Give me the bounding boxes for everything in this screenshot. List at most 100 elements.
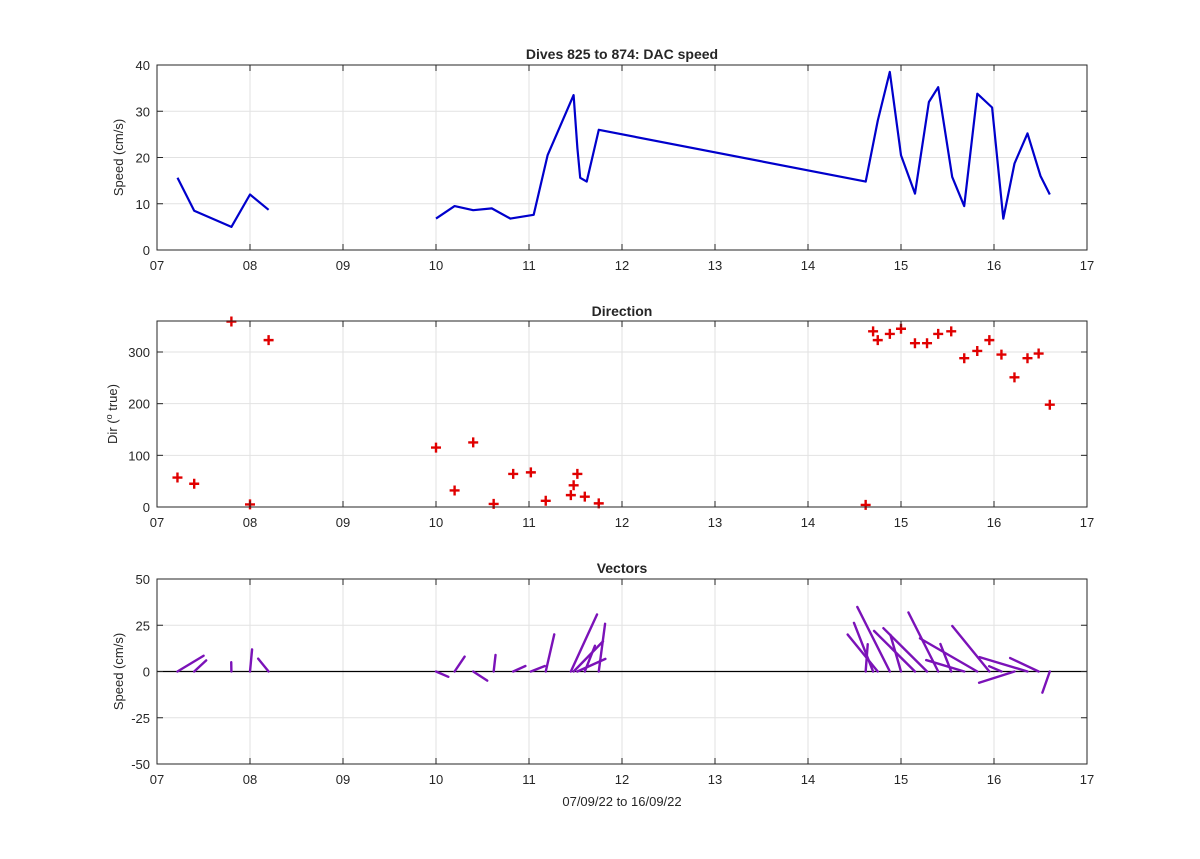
speed-line (435, 70, 1051, 220)
direction-point (468, 437, 479, 448)
y-tick-label: 20 (136, 151, 150, 166)
vectors-panel: 07 08 09 10 11 12 13 14 15 16 17 -50 -25 0 25 50 Vectors… (111, 560, 1094, 809)
x-tick-label: 13 (708, 515, 722, 530)
y-axis-label: Dir (o true) (104, 384, 120, 444)
direction-point (933, 328, 944, 339)
vector-stick (248, 648, 254, 673)
vector-stick (583, 644, 597, 673)
direction-point (572, 468, 583, 479)
vector-stick (434, 670, 450, 679)
x-tick-label: 08 (243, 515, 257, 530)
x-axis-label: 07/09/22 to 16/09/22 (562, 794, 681, 809)
vector-stick (856, 605, 892, 673)
direction-point (579, 491, 590, 502)
direction-point (226, 316, 237, 327)
x-tick-label: 15 (894, 515, 908, 530)
vector-stick (1008, 656, 1040, 673)
x-tick-label: 07 (150, 772, 164, 787)
vector-stick (572, 640, 605, 673)
vector-stick (492, 653, 497, 673)
y-tick-label: 50 (136, 572, 150, 587)
y-tick-label: 0 (143, 665, 150, 680)
x-tick-label: 10 (429, 515, 443, 530)
vector-stick (529, 664, 547, 673)
y-axis-label: Speed (cm/s) (111, 633, 126, 710)
x-tick-label: 17 (1080, 515, 1094, 530)
vector-stick (1041, 670, 1052, 694)
x-tick-label: 09 (336, 258, 350, 273)
speed-panel: 07 08 09 10 11 12 13 14 15 16 17 0 10 20 30 40 Dives 825… (111, 46, 1094, 273)
x-tick-label: 16 (987, 515, 1001, 530)
direction-point (172, 472, 183, 483)
x-tick-label: 14 (801, 258, 815, 273)
x-tick-label: 09 (336, 515, 350, 530)
ticks: 07 08 09 10 11 12 13 14 15 16 17 0 100 200 300 (128, 321, 1094, 530)
vector-stick (597, 622, 607, 673)
series (176, 70, 1051, 228)
x-tick-label: 16 (987, 772, 1001, 787)
x-tick-label: 10 (429, 258, 443, 273)
direction-point (860, 499, 871, 510)
direction-point (1044, 399, 1055, 410)
direction-point (508, 468, 519, 479)
y-tick-label: 30 (136, 104, 150, 119)
direction-point (984, 335, 995, 346)
direction-point (872, 335, 883, 346)
x-tick-label: 11 (522, 772, 536, 787)
vector-stick (472, 670, 489, 682)
direction-point (565, 490, 576, 501)
vector-stick (882, 627, 929, 673)
x-tick-label: 13 (708, 258, 722, 273)
ticks: 07 08 09 10 11 12 13 14 15 16 17 0 10 20 30 40 (136, 58, 1095, 273)
vector-stick (569, 613, 599, 673)
direction-point (540, 495, 551, 506)
x-tick-label: 08 (243, 772, 257, 787)
x-tick-label: 10 (429, 772, 443, 787)
x-tick-label: 09 (336, 772, 350, 787)
x-tick-label: 17 (1080, 772, 1094, 787)
y-tick-label: 0 (143, 243, 150, 258)
panel-title: Vectors (597, 560, 648, 576)
y-tick-label: -25 (131, 711, 150, 726)
y-tick-label: 25 (136, 618, 150, 633)
direction-point (1022, 353, 1033, 364)
panel-title: Direction (592, 303, 653, 319)
vector-stick (978, 655, 1029, 673)
x-tick-label: 14 (801, 772, 815, 787)
vector-stick (951, 624, 991, 673)
x-tick-label: 07 (150, 258, 164, 273)
panel-title: Dives 825 to 874: DAC speed (526, 46, 718, 62)
direction-panel: 07 08 09 10 11 12 13 14 15 16 17 0 100 200 300 Directio… (104, 303, 1094, 530)
y-axis-label: Speed (cm/s) (111, 119, 126, 196)
y-label-part: true) (105, 384, 120, 414)
x-tick-label: 17 (1080, 258, 1094, 273)
y-tick-label: 10 (136, 197, 150, 212)
direction-point (431, 442, 441, 453)
direction-point (922, 338, 933, 349)
direction-point (996, 349, 1007, 360)
y-label-part: Dir ( (105, 419, 120, 444)
x-tick-label: 15 (894, 258, 908, 273)
y-tick-label: -50 (131, 757, 150, 772)
direction-point (972, 345, 983, 356)
ticks: 07 08 09 10 11 12 13 14 15 16 17 -50 -25 0 25 50 (131, 572, 1094, 787)
direction-point (449, 485, 460, 496)
vector-stick (846, 633, 879, 673)
x-tick-label: 11 (522, 515, 536, 530)
y-tick-label: 100 (128, 448, 150, 463)
x-tick-label: 15 (894, 772, 908, 787)
direction-point (189, 478, 200, 489)
direction-point (946, 326, 957, 337)
direction-point (1009, 372, 1020, 383)
y-tick-label: 40 (136, 58, 150, 73)
vector-stick (176, 654, 205, 673)
vector-stick (872, 629, 917, 673)
vector-stick (987, 664, 1003, 673)
vector-stick (918, 637, 979, 673)
vector-stick (192, 659, 208, 673)
vector-stick (511, 664, 527, 673)
x-tick-label: 12 (615, 515, 629, 530)
y-tick-label: 200 (128, 397, 150, 412)
x-tick-label: 13 (708, 772, 722, 787)
